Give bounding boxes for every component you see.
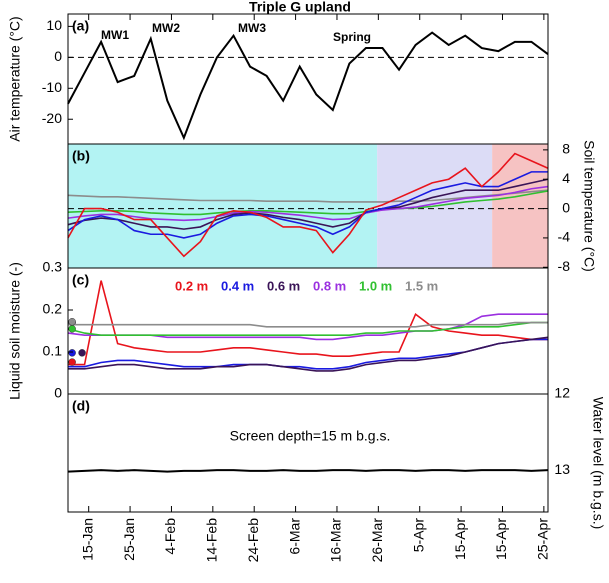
initial-point xyxy=(78,349,86,357)
initial-point xyxy=(68,325,76,333)
x-tick-label: 5-Apr xyxy=(410,518,426,553)
axis-label: Soil temperature (°C) xyxy=(581,140,597,272)
x-tick-label: 4-Feb xyxy=(162,518,178,555)
y-tick-label: 0 xyxy=(54,48,62,64)
axis-label: Liquid soil moisture (-) xyxy=(7,262,23,400)
shaded-region xyxy=(492,144,548,268)
legend-entry: 0.4 m xyxy=(221,278,254,293)
y-tick-label: 10 xyxy=(46,17,62,33)
y-tick-label: 0.3 xyxy=(43,259,63,275)
data-line xyxy=(67,178,549,230)
initial-point xyxy=(68,358,76,366)
y-tick-label: 4 xyxy=(562,170,570,186)
panel-label: (b) xyxy=(72,148,90,164)
legend-entry: 0.6 m xyxy=(267,278,300,293)
axis-label: Air temperature (°C) xyxy=(7,16,23,141)
annotation: Spring xyxy=(333,30,371,44)
x-tick-label: 15-Apr xyxy=(493,518,509,560)
panel-label: (a) xyxy=(72,18,89,34)
data-line xyxy=(68,321,548,328)
axis-label: Water level (m b.g.s.) xyxy=(590,397,606,530)
y-tick-label: -4 xyxy=(558,229,571,245)
panel-label: (d) xyxy=(72,398,90,414)
data-line xyxy=(67,190,549,216)
y-tick-label: 12 xyxy=(554,385,570,401)
data-line xyxy=(67,152,549,258)
x-tick-label: 16-Mar xyxy=(328,518,344,563)
annotation: MW2 xyxy=(152,21,180,35)
data-line xyxy=(67,31,549,141)
x-tick-label: 6-Mar xyxy=(286,518,302,555)
x-tick-label: 14-Feb xyxy=(204,518,220,563)
y-tick-label: 0.2 xyxy=(43,301,63,317)
y-tick-label: 0 xyxy=(54,385,62,401)
panel-frame xyxy=(67,393,549,513)
shaded-region xyxy=(68,144,378,268)
annotation: MW1 xyxy=(101,28,129,42)
chart-title: Triple G upland xyxy=(249,0,351,15)
x-tick-label: 25-Apr xyxy=(535,518,551,560)
legend-entry: 1.0 m xyxy=(359,278,392,293)
initial-point xyxy=(68,349,76,357)
data-line xyxy=(67,469,549,473)
data-line xyxy=(67,171,548,239)
legend-entry: 0.2 m xyxy=(175,278,208,293)
annotation: MW3 xyxy=(238,21,266,35)
y-tick-label: 0.1 xyxy=(43,343,63,359)
legend-entry: 0.8 m xyxy=(313,278,346,293)
y-tick-label: -20 xyxy=(42,110,62,126)
y-tick-label: -8 xyxy=(558,258,571,274)
x-tick-label: 24-Feb xyxy=(245,518,261,563)
annotation: Screen depth=15 m b.g.s. xyxy=(230,428,391,444)
legend-entry: 1.5 m xyxy=(405,278,438,293)
initial-point xyxy=(68,318,76,326)
data-line xyxy=(68,280,548,366)
x-tick-label: 15-Apr xyxy=(452,518,468,560)
panel-frame xyxy=(67,267,549,395)
data-line xyxy=(67,321,548,337)
y-tick-label: 0 xyxy=(562,199,570,215)
x-tick-label: 25-Jan xyxy=(121,518,137,561)
data-line xyxy=(68,336,549,372)
data-line xyxy=(67,185,549,222)
y-tick-label: -10 xyxy=(42,79,62,95)
y-tick-label: 8 xyxy=(562,141,570,157)
panel-label: (c) xyxy=(72,272,89,288)
x-tick-label: 26-Mar xyxy=(369,518,385,563)
y-tick-label: 13 xyxy=(554,461,570,477)
x-tick-label: 15-Jan xyxy=(79,518,95,561)
